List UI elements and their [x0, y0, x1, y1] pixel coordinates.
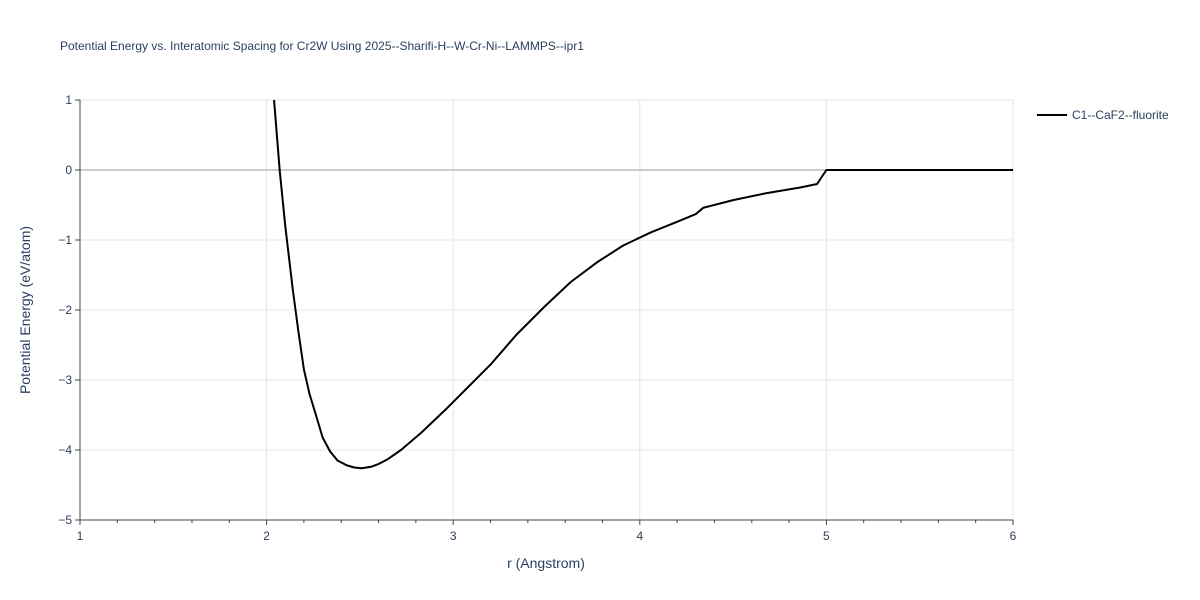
series-group [273, 99, 1013, 470]
legend[interactable]: C1--CaF2--fluorite [1037, 108, 1169, 122]
y-axis-title: Potential Energy (eV/atom) [17, 226, 33, 394]
chart-grid [80, 99, 1014, 520]
y-tick-label: −1 [58, 233, 72, 247]
y-tick-label: −4 [58, 443, 72, 457]
x-axis-title: r (Angstrom) [507, 555, 585, 571]
legend-label[interactable]: C1--CaF2--fluorite [1072, 108, 1169, 122]
y-tick-label: 0 [65, 163, 72, 177]
x-tick-label: 1 [77, 529, 84, 543]
chart-axes [75, 99, 1014, 525]
y-tick-label: −3 [58, 373, 72, 387]
chart-title: Potential Energy vs. Interatomic Spacing… [60, 39, 584, 53]
y-tick-label: −5 [58, 513, 72, 527]
y-tick-label: 1 [65, 93, 72, 107]
x-tick-label: 3 [450, 529, 457, 543]
x-tick-label: 2 [263, 529, 270, 543]
y-tick-label: −2 [58, 303, 72, 317]
x-tick-label: 6 [1010, 529, 1017, 543]
x-tick-label: 4 [636, 529, 643, 543]
series-line [273, 99, 1013, 470]
x-axis-ticks: 1 2 3 4 5 6 [77, 529, 1017, 543]
x-tick-label: 5 [823, 529, 830, 543]
y-axis-ticks: 1 0 −1 −2 −3 −4 −5 [58, 93, 72, 527]
